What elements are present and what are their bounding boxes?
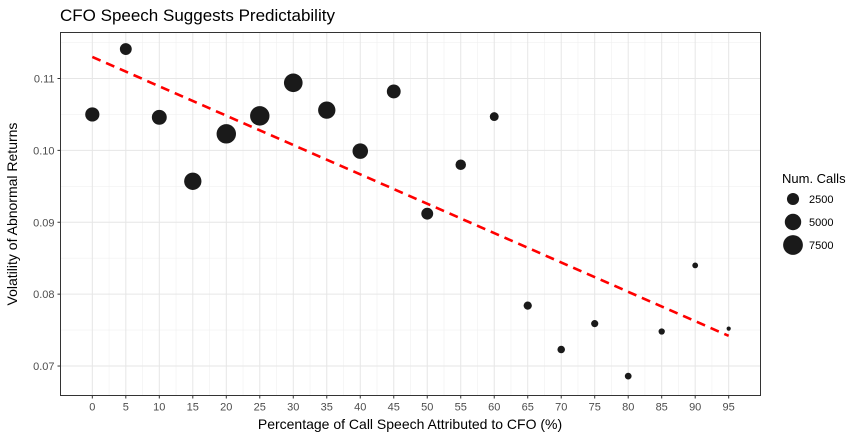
x-tick-label: 60: [488, 402, 500, 414]
data-point: [318, 101, 336, 119]
x-tick-label: 10: [153, 402, 165, 414]
x-tick-label: 50: [421, 402, 433, 414]
legend-label: 2500: [809, 194, 833, 206]
x-tick-label: 30: [287, 402, 299, 414]
legend-label: 5000: [809, 217, 833, 229]
x-tick-label: 70: [555, 402, 567, 414]
x-tick-label: 65: [522, 402, 534, 414]
grid-major: [60, 32, 761, 396]
legend-label: 7500: [809, 240, 833, 252]
data-point: [151, 109, 167, 125]
data-point: [352, 143, 369, 159]
trend-line: [91, 55, 730, 338]
data-point: [658, 328, 665, 335]
x-tick-label: 55: [455, 402, 467, 414]
x-tick-label: 20: [220, 402, 232, 414]
legend-key: [786, 192, 800, 206]
data-point: [455, 159, 466, 171]
x-tick-label: 25: [254, 402, 266, 414]
x-tick-label: 45: [388, 402, 400, 414]
legend: Num. Calls 2500 5000 7500: [782, 171, 846, 255]
data-point: [216, 124, 236, 144]
x-tick-label: 90: [689, 402, 701, 414]
data-point: [184, 172, 202, 190]
x-tick-label: 40: [354, 402, 366, 414]
x-tick-label: 75: [589, 402, 601, 414]
y-tick-label: 0.09: [33, 217, 54, 229]
x-tick-label: 5: [123, 402, 129, 414]
x-tick-label: 15: [187, 402, 199, 414]
y-tick-label: 0.08: [33, 289, 54, 301]
x-tick-label: 95: [723, 402, 735, 414]
chart-title: CFO Speech Suggests Predictability: [60, 6, 335, 25]
data-point: [85, 107, 100, 122]
data-point: [250, 106, 270, 126]
legend-key: [783, 235, 803, 255]
y-axis-title: Volatility of Abnormal Returns: [4, 123, 20, 306]
data-point: [283, 73, 303, 93]
data-point: [692, 262, 699, 269]
x-tick-label: 35: [321, 402, 333, 414]
data-point: [119, 43, 132, 55]
legend-key: [784, 213, 802, 231]
y-axis-ticks: 0.07 0.08 0.09 0.10 0.11: [33, 74, 61, 373]
data-point: [557, 345, 565, 354]
legend-title: Num. Calls: [782, 171, 846, 186]
data-point: [421, 207, 434, 220]
x-tick-label: 0: [89, 402, 95, 414]
data-point: [624, 372, 632, 380]
x-axis-title: Percentage of Call Speech Attributed to …: [258, 416, 562, 432]
y-tick-label: 0.07: [33, 361, 54, 373]
x-axis-ticks: 0 5 10 15 20 25 30 35 40 45 50 55 60 65 70 75 80 85 90 95: [89, 395, 735, 414]
x-tick-label: 80: [622, 402, 634, 414]
data-point: [726, 326, 731, 331]
x-tick-label: 85: [656, 402, 668, 414]
y-tick-label: 0.11: [34, 74, 55, 86]
grid-minor: [60, 32, 761, 396]
data-point: [591, 320, 599, 328]
data-points: [85, 43, 731, 380]
y-tick-label: 0.10: [33, 145, 54, 157]
panel-border: [60, 32, 761, 396]
trend-line-group: [91, 55, 730, 338]
data-point: [489, 112, 499, 122]
data-point: [386, 84, 401, 99]
data-point: [523, 301, 532, 310]
